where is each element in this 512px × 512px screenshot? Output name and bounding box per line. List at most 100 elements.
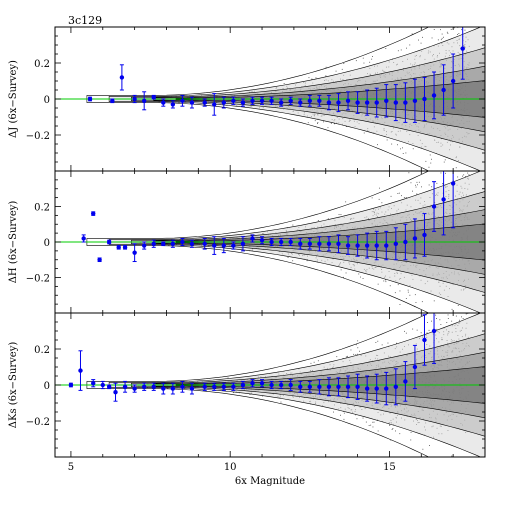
cloud-point <box>338 214 340 215</box>
cloud-point <box>334 123 335 125</box>
data-point <box>231 243 236 248</box>
data-point <box>87 96 93 102</box>
cloud-point <box>415 184 416 186</box>
cloud-point <box>436 318 437 319</box>
cloud-point <box>426 332 428 334</box>
cloud-point <box>403 197 405 198</box>
cloud-point <box>397 284 399 286</box>
cloud-point <box>456 20 457 21</box>
cloud-point <box>415 186 417 188</box>
y-tick-label: −0.2 <box>26 131 50 142</box>
data-point <box>278 239 284 245</box>
cloud-point <box>431 158 432 160</box>
plot-area <box>55 313 485 457</box>
cloud-point <box>460 21 461 22</box>
cloud-point <box>307 122 309 124</box>
cloud-point <box>397 144 398 146</box>
cloud-point <box>420 332 422 334</box>
cloud-point <box>400 148 401 150</box>
cloud-point <box>178 102 180 104</box>
cloud-point <box>311 78 313 80</box>
cloud-point <box>457 305 459 306</box>
data-point <box>393 100 399 105</box>
data-point <box>180 239 185 245</box>
cloud-point <box>262 395 264 397</box>
data-point <box>412 98 418 104</box>
cloud-point <box>227 377 229 379</box>
data-point <box>202 100 207 105</box>
cloud-point <box>441 33 443 35</box>
cloud-point <box>406 47 407 49</box>
data-point <box>422 232 427 238</box>
cloud-point <box>343 276 344 278</box>
data-point <box>431 204 437 209</box>
cloud-point <box>292 224 294 226</box>
cloud-point <box>233 392 234 393</box>
cloud-point <box>389 285 391 287</box>
cloud-point <box>350 349 352 351</box>
data-point <box>298 241 303 246</box>
data-point <box>259 98 265 104</box>
cloud-point <box>313 361 315 363</box>
cloud-point <box>409 294 411 296</box>
cloud-point <box>440 164 441 165</box>
cloud-point <box>323 121 324 123</box>
cloud-point <box>343 63 345 64</box>
cloud-point <box>342 358 344 359</box>
cloud-point <box>411 33 413 35</box>
data-point <box>355 100 360 105</box>
cloud-point <box>427 322 428 323</box>
data-point <box>202 241 207 246</box>
cloud-point <box>461 316 462 318</box>
cloud-point <box>433 300 435 302</box>
cloud-point <box>401 195 402 197</box>
y-tick-label: 0 <box>44 95 50 106</box>
cloud-point <box>417 184 418 186</box>
y-tick-label: 0.2 <box>34 59 50 70</box>
cloud-point <box>425 12 426 13</box>
cloud-point <box>459 13 460 14</box>
data-point <box>374 243 379 248</box>
cloud-point <box>325 66 327 68</box>
cloud-point <box>362 417 364 419</box>
cloud-point <box>420 42 422 44</box>
cloud-point <box>381 202 383 204</box>
cloud-point <box>363 62 365 64</box>
data-point <box>450 78 456 84</box>
cloud-point <box>457 34 458 35</box>
cloud-point <box>168 244 170 246</box>
cloud-point <box>379 187 380 189</box>
cloud-point <box>457 176 459 178</box>
data-point <box>384 98 389 104</box>
cloud-point <box>345 126 347 127</box>
cloud-point <box>443 161 445 163</box>
cloud-point <box>317 220 319 221</box>
data-point <box>250 98 255 104</box>
cloud-point <box>446 31 448 33</box>
cloud-point <box>437 39 439 41</box>
cloud-point <box>397 193 399 194</box>
cloud-point <box>372 421 374 423</box>
cloud-point <box>410 431 412 433</box>
cloud-point <box>428 184 430 186</box>
cloud-point <box>429 445 430 446</box>
cloud-point <box>306 260 308 262</box>
cloud-point <box>450 29 452 30</box>
data-point <box>106 239 112 245</box>
data-point <box>269 98 274 104</box>
data-point <box>212 243 217 248</box>
plot-area <box>55 3 485 171</box>
cloud-point <box>447 32 449 34</box>
cloud-point <box>355 60 357 62</box>
data-point <box>68 382 74 388</box>
cloud-point <box>341 68 343 70</box>
cloud-point <box>467 3 468 4</box>
cloud-point <box>340 269 342 271</box>
cloud-point <box>372 426 374 428</box>
cloud-point <box>355 354 357 355</box>
cloud-point <box>455 11 456 12</box>
cloud-point <box>422 36 423 38</box>
cloud-point <box>378 198 380 200</box>
plot-area <box>55 164 485 313</box>
cloud-point <box>402 147 403 149</box>
